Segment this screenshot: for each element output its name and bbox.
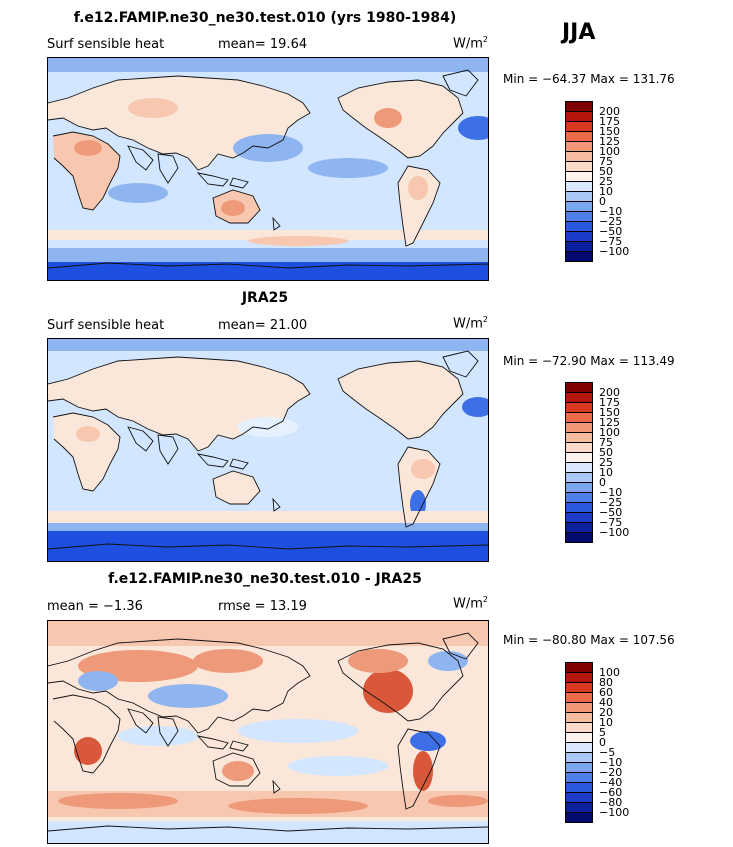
colorbar-tick-label: −20 [599,766,623,779]
colorbar-tick-label: 100 [599,426,620,439]
panel-3-unit-label: W/m2 [453,595,488,612]
colorbar-tick-label: −10 [599,486,623,499]
panel-3-colorbar: 100 80 60 40 20 10 5 0 −5 −10 −20 −40 −60 −80 −100 [565,662,635,824]
colorbar-tick-label: 25 [599,456,613,469]
panel-2-colorbar: 200 175 150 125 100 75 50 25 10 0 −10 −25 −50 −75 −100 [565,382,635,544]
panel-2-minmax: Min = −72.90 Max = 113.49 [503,354,675,368]
colorbar-tick-label: −100 [599,806,630,819]
colorbar-tick-label: 100 [599,666,620,679]
colorbar-swatch [565,251,593,262]
colorbar-tick-label: −10 [599,205,623,218]
colorbar-tick-label: 200 [599,105,620,118]
season-label: JJA [562,20,596,45]
colorbar-tick-label: −75 [599,235,623,248]
colorbar-swatch [565,532,593,543]
panel-1-colorbar: 200 175 150 125 100 75 50 25 10 0 −10 −25 −50 −75 −100 [565,101,635,263]
panel-2-mean-label: mean= 21.00 [218,318,308,333]
colorbar-tick-label: −60 [599,786,623,799]
panel-1-minmax: Min = −64.37 Max = 131.76 [503,72,675,86]
colorbar-tick-label: 0 [599,736,606,749]
panel-2-variable-label: Surf sensible heat [47,318,165,333]
colorbar-tick-label: 125 [599,135,620,148]
panel-2-map-svg [48,339,488,561]
panel-1-map-svg [48,58,488,280]
panel-1-map [47,57,489,281]
colorbar-tick-label: −25 [599,215,623,228]
panel-3-title: f.e12.FAMIP.ne30_ne30.test.010 - JRA25 [108,571,422,587]
colorbar-tick-label: −25 [599,496,623,509]
colorbar-tick-label: 10 [599,466,613,479]
panel-3-rmse-label: rmse = 13.19 [218,599,307,614]
colorbar-swatch [565,812,593,823]
colorbar-tick-label: 40 [599,696,613,709]
colorbar-tick-label: −100 [599,245,630,258]
panel-1-title: f.e12.FAMIP.ne30_ne30.test.010 (yrs 1980… [73,10,457,26]
colorbar-tick-label: 10 [599,716,613,729]
colorbar-tick-label: 175 [599,396,620,409]
panel-3-mean-label: mean = −1.36 [47,599,143,614]
panel-3-minmax: Min = −80.80 Max = 107.56 [503,633,675,647]
colorbar-tick-label: 5 [599,726,606,739]
colorbar-tick-label: 75 [599,155,613,168]
colorbar-tick-label: −50 [599,225,623,238]
panel-1-mean-label: mean= 19.64 [218,37,308,52]
colorbar-tick-label: −50 [599,506,623,519]
panel-3-map-svg [48,621,488,843]
panel-2-title: JRA25 [241,290,289,306]
colorbar-tick-label: 50 [599,165,613,178]
colorbar-tick-label: 10 [599,185,613,198]
colorbar-tick-label: −80 [599,796,623,809]
colorbar-tick-label: 80 [599,676,613,689]
panel-1-unit-label: W/m2 [453,35,488,52]
colorbar-tick-label: 150 [599,125,620,138]
colorbar-tick-label: 150 [599,406,620,419]
colorbar-tick-label: 25 [599,175,613,188]
colorbar-tick-label: 200 [599,386,620,399]
colorbar-tick-label: −40 [599,776,623,789]
colorbar-tick-label: 20 [599,706,613,719]
panel-1-variable-label: Surf sensible heat [47,37,165,52]
colorbar-tick-label: 100 [599,145,620,158]
colorbar-tick-label: −75 [599,516,623,529]
colorbar-tick-label: 175 [599,115,620,128]
colorbar-tick-label: −5 [599,746,616,759]
colorbar-tick-label: 125 [599,416,620,429]
panel-3-map [47,620,489,844]
panel-2-unit-label: W/m2 [453,315,488,332]
colorbar-tick-label: −10 [599,756,623,769]
colorbar-tick-label: 0 [599,195,606,208]
colorbar-tick-label: 60 [599,686,613,699]
colorbar-tick-label: −100 [599,526,630,539]
colorbar-tick-label: 75 [599,436,613,449]
panel-2-map [47,338,489,562]
colorbar-tick-label: 0 [599,476,606,489]
colorbar-tick-label: 50 [599,446,613,459]
